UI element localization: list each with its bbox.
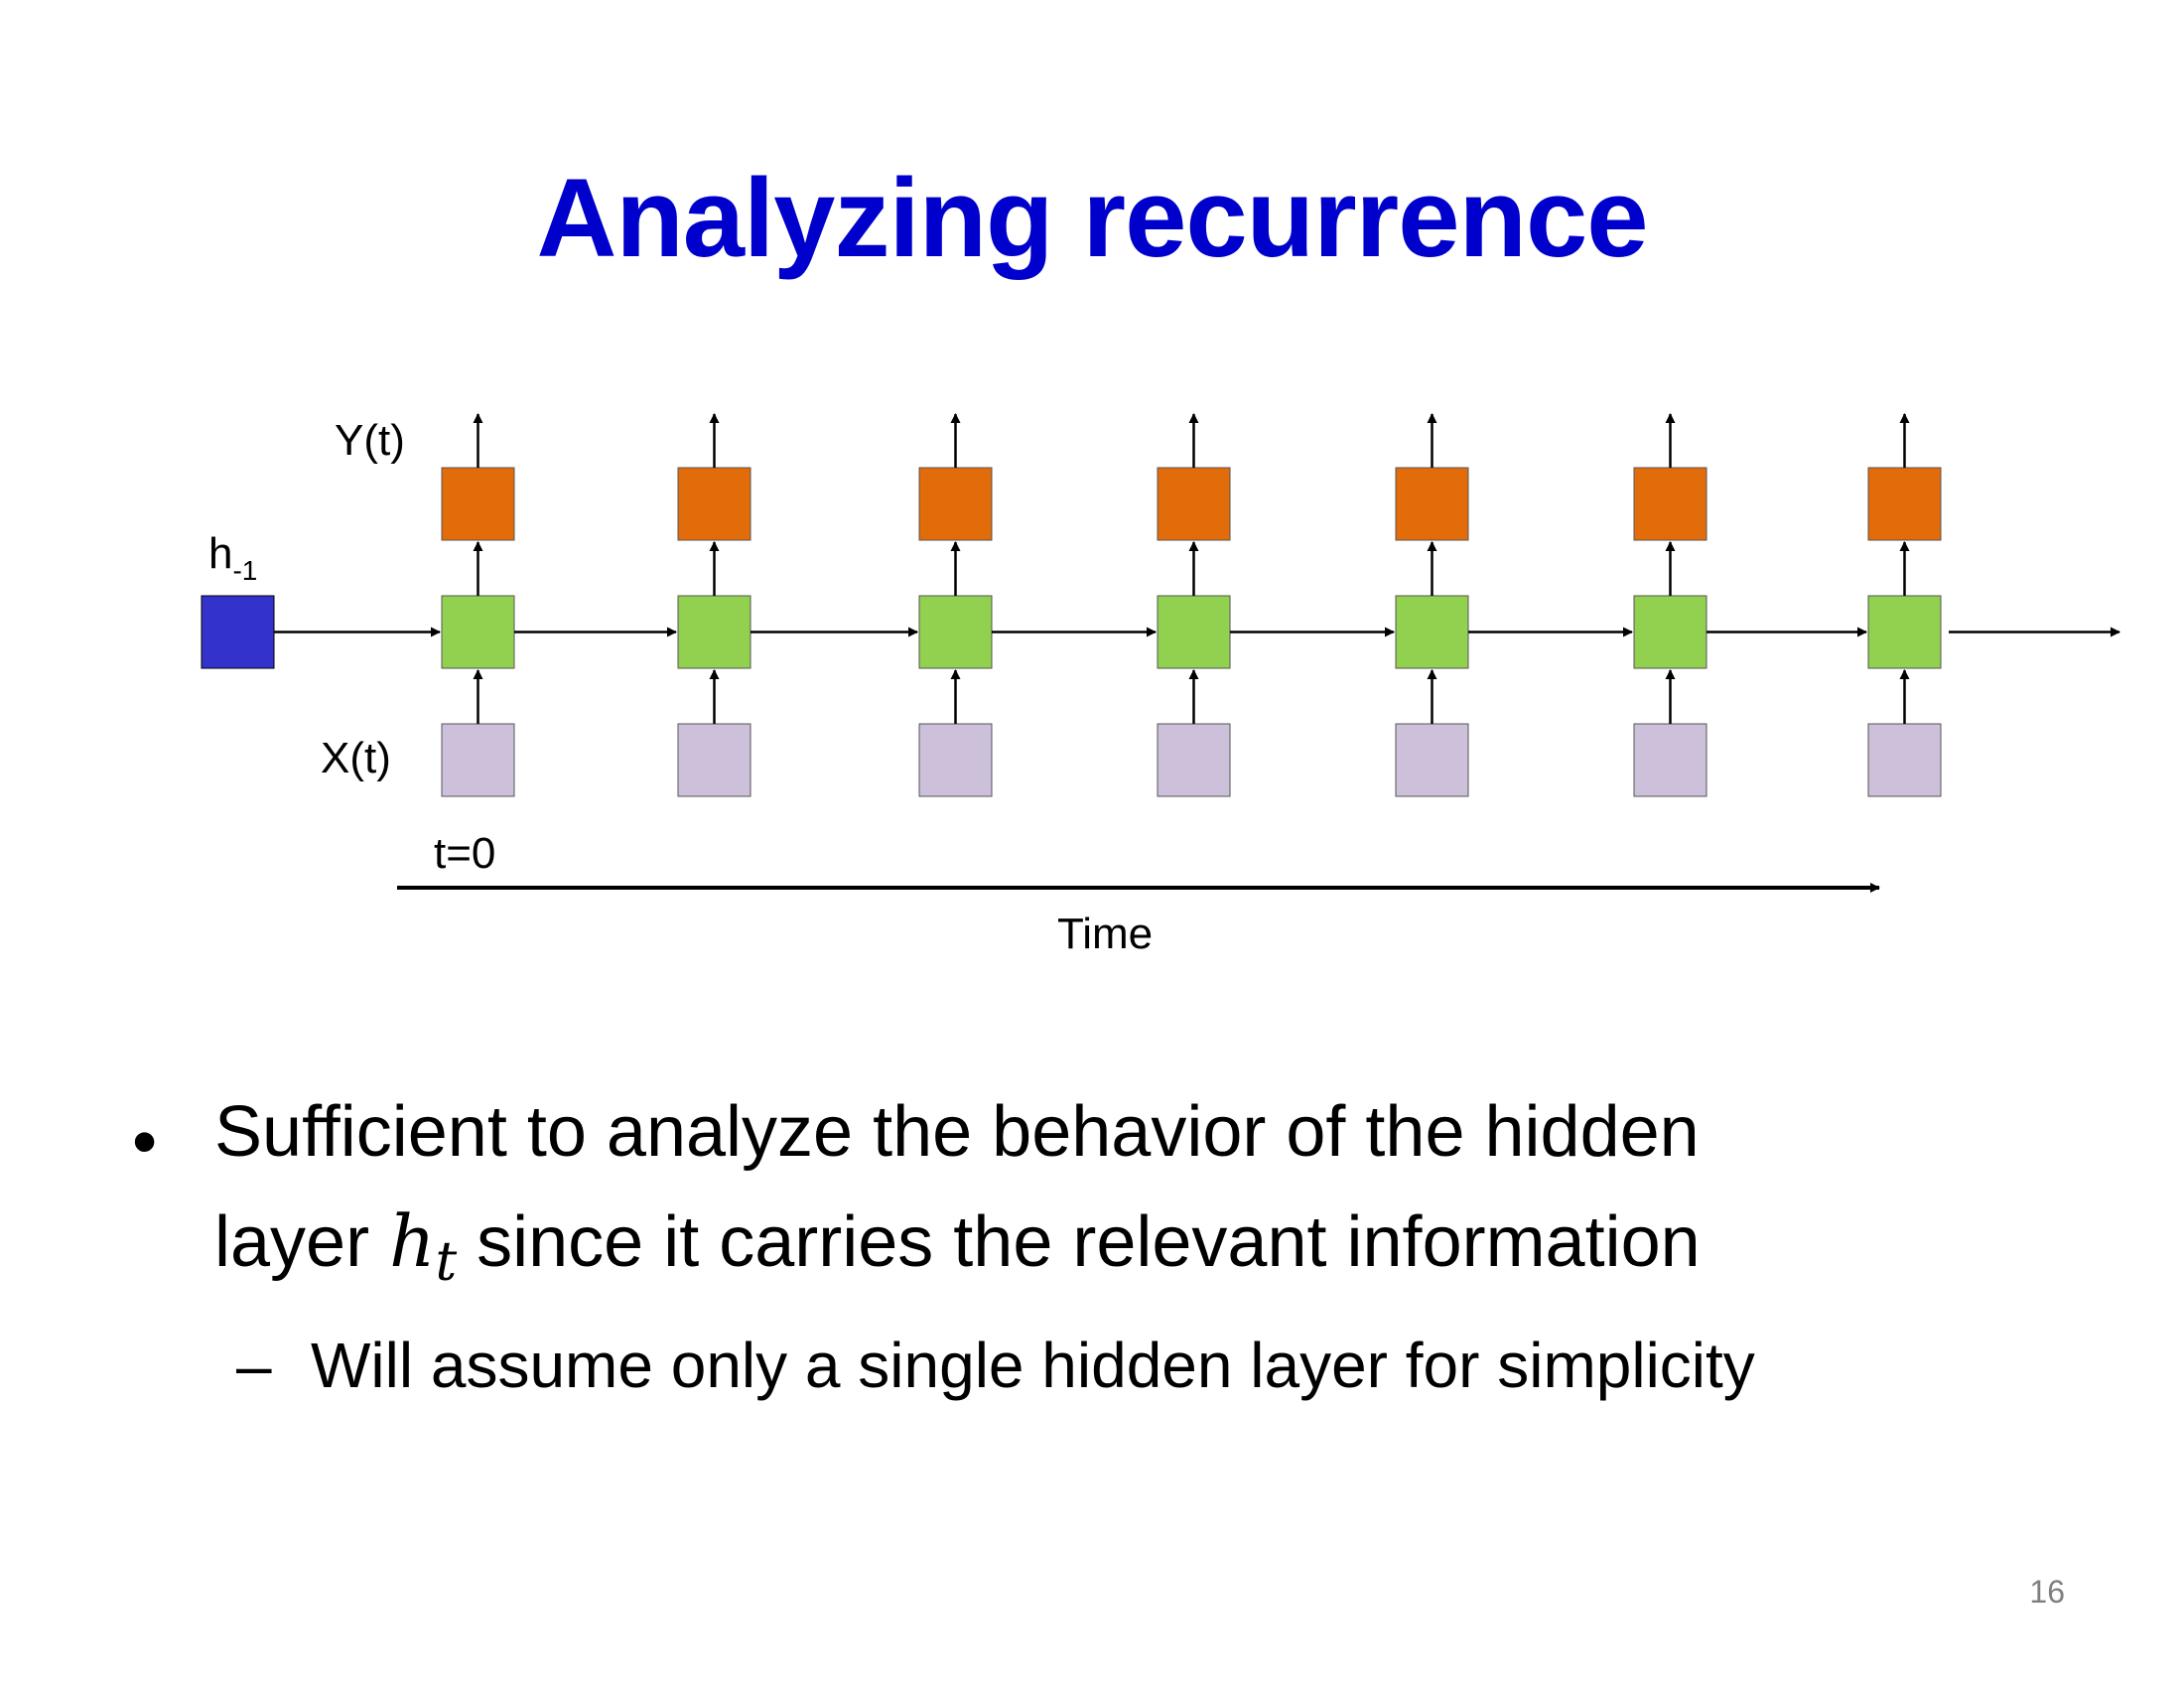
initial-hidden-state-box — [201, 595, 275, 669]
hidden-state-box — [441, 595, 515, 669]
input-box — [1395, 723, 1469, 797]
hidden-state-box — [1157, 595, 1231, 669]
math-h-t: ht — [389, 1199, 458, 1293]
time-axis-label: Time — [1057, 910, 1153, 958]
initial-hidden-label: h-1 — [208, 529, 257, 586]
t0-label: t=0 — [434, 829, 495, 878]
timestep-columns — [274, 413, 2120, 797]
bullet-text-pre: layer — [214, 1202, 390, 1282]
output-box — [918, 467, 993, 541]
page-number: 16 — [2029, 1574, 2065, 1610]
slide-title: Analyzing recurrence — [536, 156, 1648, 280]
output-box — [677, 467, 751, 541]
input-box — [441, 723, 515, 797]
input-row-label: X(t) — [321, 734, 391, 782]
input-box — [1157, 723, 1231, 797]
bullet-text-post: since it carries the relevant informatio… — [457, 1202, 1701, 1282]
sub-bullet-marker: – — [236, 1330, 272, 1401]
bullet-text-line-1: Sufficient to analyze the behavior of th… — [214, 1092, 1700, 1172]
output-row-label: Y(t) — [335, 416, 405, 465]
sub-bullet-text: Will assume only a single hidden layer f… — [311, 1330, 1755, 1401]
output-box — [441, 467, 515, 541]
output-box — [1395, 467, 1469, 541]
hidden-state-box — [1633, 595, 1707, 669]
hidden-state-box — [1395, 595, 1469, 669]
input-box — [918, 723, 993, 797]
bullet-text-line-2: layer ht since it carries the relevant i… — [214, 1192, 1701, 1312]
bullet-marker: • — [132, 1102, 158, 1182]
input-box — [1633, 723, 1707, 797]
hidden-state-box — [677, 595, 751, 669]
input-box — [1867, 723, 1942, 797]
input-box — [677, 723, 751, 797]
hidden-state-box — [918, 595, 993, 669]
